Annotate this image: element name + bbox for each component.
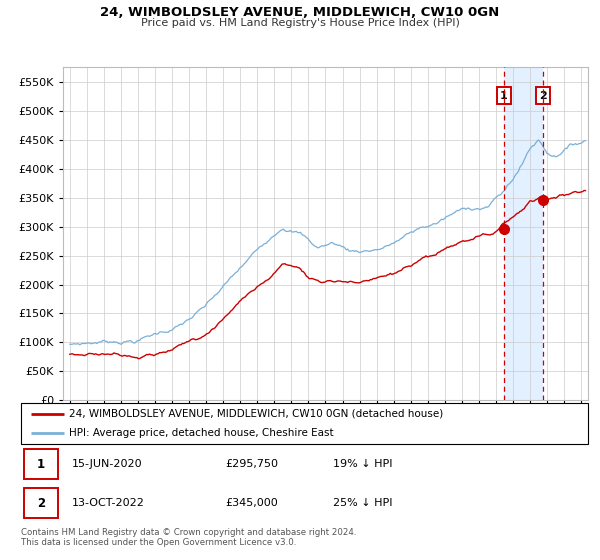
Text: 24, WIMBOLDSLEY AVENUE, MIDDLEWICH, CW10 0GN: 24, WIMBOLDSLEY AVENUE, MIDDLEWICH, CW10… <box>100 6 500 18</box>
Text: Contains HM Land Registry data © Crown copyright and database right 2024.
This d: Contains HM Land Registry data © Crown c… <box>21 528 356 547</box>
Text: 24, WIMBOLDSLEY AVENUE, MIDDLEWICH, CW10 0GN (detached house): 24, WIMBOLDSLEY AVENUE, MIDDLEWICH, CW10… <box>69 409 443 419</box>
Text: 1: 1 <box>500 91 508 101</box>
Text: 1: 1 <box>37 458 45 470</box>
FancyBboxPatch shape <box>24 449 58 479</box>
Text: 25% ↓ HPI: 25% ↓ HPI <box>333 498 392 508</box>
FancyBboxPatch shape <box>21 403 588 444</box>
Text: 13-OCT-2022: 13-OCT-2022 <box>72 498 145 508</box>
Text: £295,750: £295,750 <box>225 459 278 469</box>
Bar <box>503 67 544 400</box>
Text: HPI: Average price, detached house, Cheshire East: HPI: Average price, detached house, Ches… <box>69 428 334 438</box>
Text: £345,000: £345,000 <box>225 498 278 508</box>
Text: 15-JUN-2020: 15-JUN-2020 <box>72 459 143 469</box>
Text: 2: 2 <box>539 91 547 101</box>
Text: Price paid vs. HM Land Registry's House Price Index (HPI): Price paid vs. HM Land Registry's House … <box>140 18 460 28</box>
FancyBboxPatch shape <box>24 488 58 518</box>
Text: 19% ↓ HPI: 19% ↓ HPI <box>333 459 392 469</box>
Text: 2: 2 <box>37 497 45 510</box>
